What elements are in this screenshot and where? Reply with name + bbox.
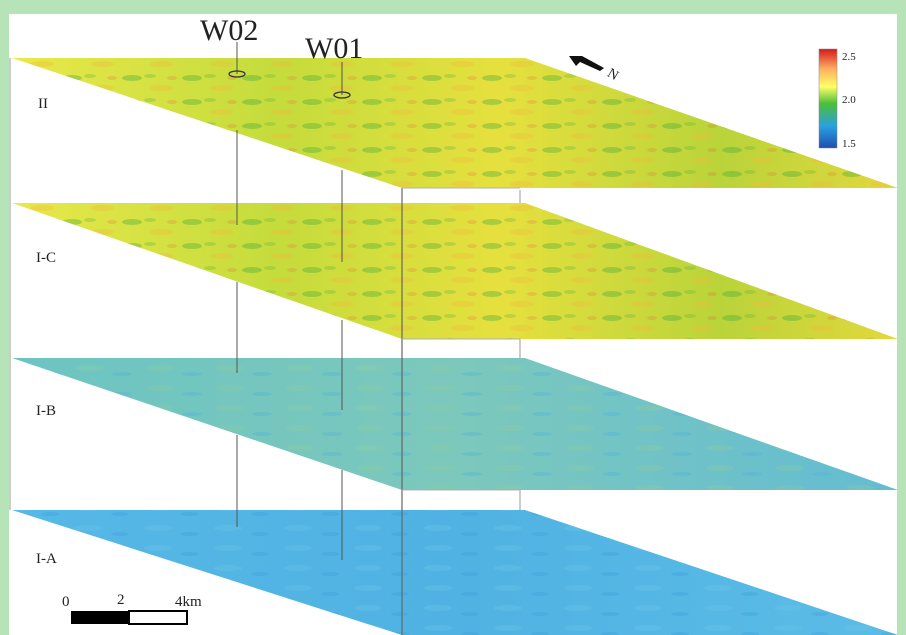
scale-bar: 0 2 4km: [62, 592, 202, 625]
layer-surface-i-c: [12, 203, 898, 339]
colorbar-legend: 2.5 2.0 1.5: [818, 48, 856, 150]
colorbar-gradient: [818, 48, 838, 149]
scale-bar-label-0: 0: [62, 594, 70, 610]
layer-label-i-b: I-B: [36, 403, 56, 419]
layer-surface-ii: [12, 58, 898, 188]
scale-bar-label-2: 2: [117, 592, 125, 608]
scale-bar-label-4km: 4km: [175, 594, 202, 610]
layer-label-i-c: I-C: [36, 250, 56, 266]
colorbar-max-label: 2.5: [842, 51, 856, 63]
layer-surface-i-a: [12, 510, 898, 635]
layer-label-ii: II: [38, 96, 48, 112]
well-label-w01: W01: [305, 32, 363, 65]
layer-surface-i-b: [12, 358, 898, 490]
colorbar-mid-label: 2.0: [842, 94, 856, 106]
well-markers: [228, 70, 351, 99]
north-arrow-label: N: [605, 66, 621, 84]
well-label-w02: W02: [200, 14, 258, 47]
layer-label-i-a: I-A: [36, 551, 57, 567]
colorbar-min-label: 1.5: [842, 138, 856, 150]
layer-edges: [402, 187, 520, 491]
